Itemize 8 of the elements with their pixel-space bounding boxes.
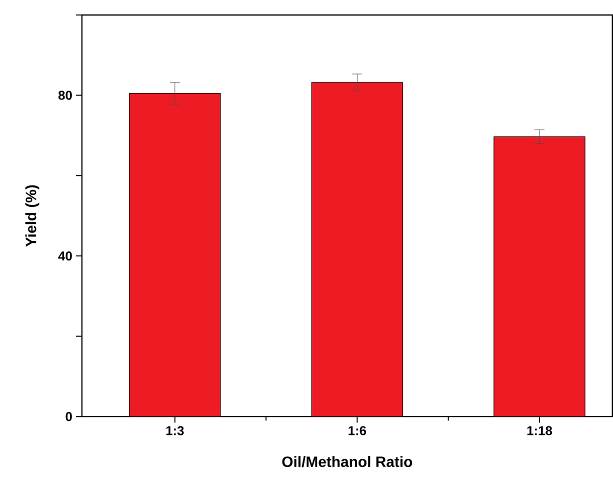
y-tick-label: 0 (66, 412, 72, 422)
x-tick-label: 1:18 (527, 426, 552, 436)
y-tick-label: 40 (58, 252, 72, 261)
x-tick-label: 1:3 (166, 426, 184, 436)
x-axis-title: Oil/Methanol Ratio (282, 456, 412, 468)
x-tick-label: 1:6 (348, 426, 366, 436)
y-axis-title: Yield (%) (25, 186, 40, 248)
y-tick-label: 80 (58, 90, 72, 100)
